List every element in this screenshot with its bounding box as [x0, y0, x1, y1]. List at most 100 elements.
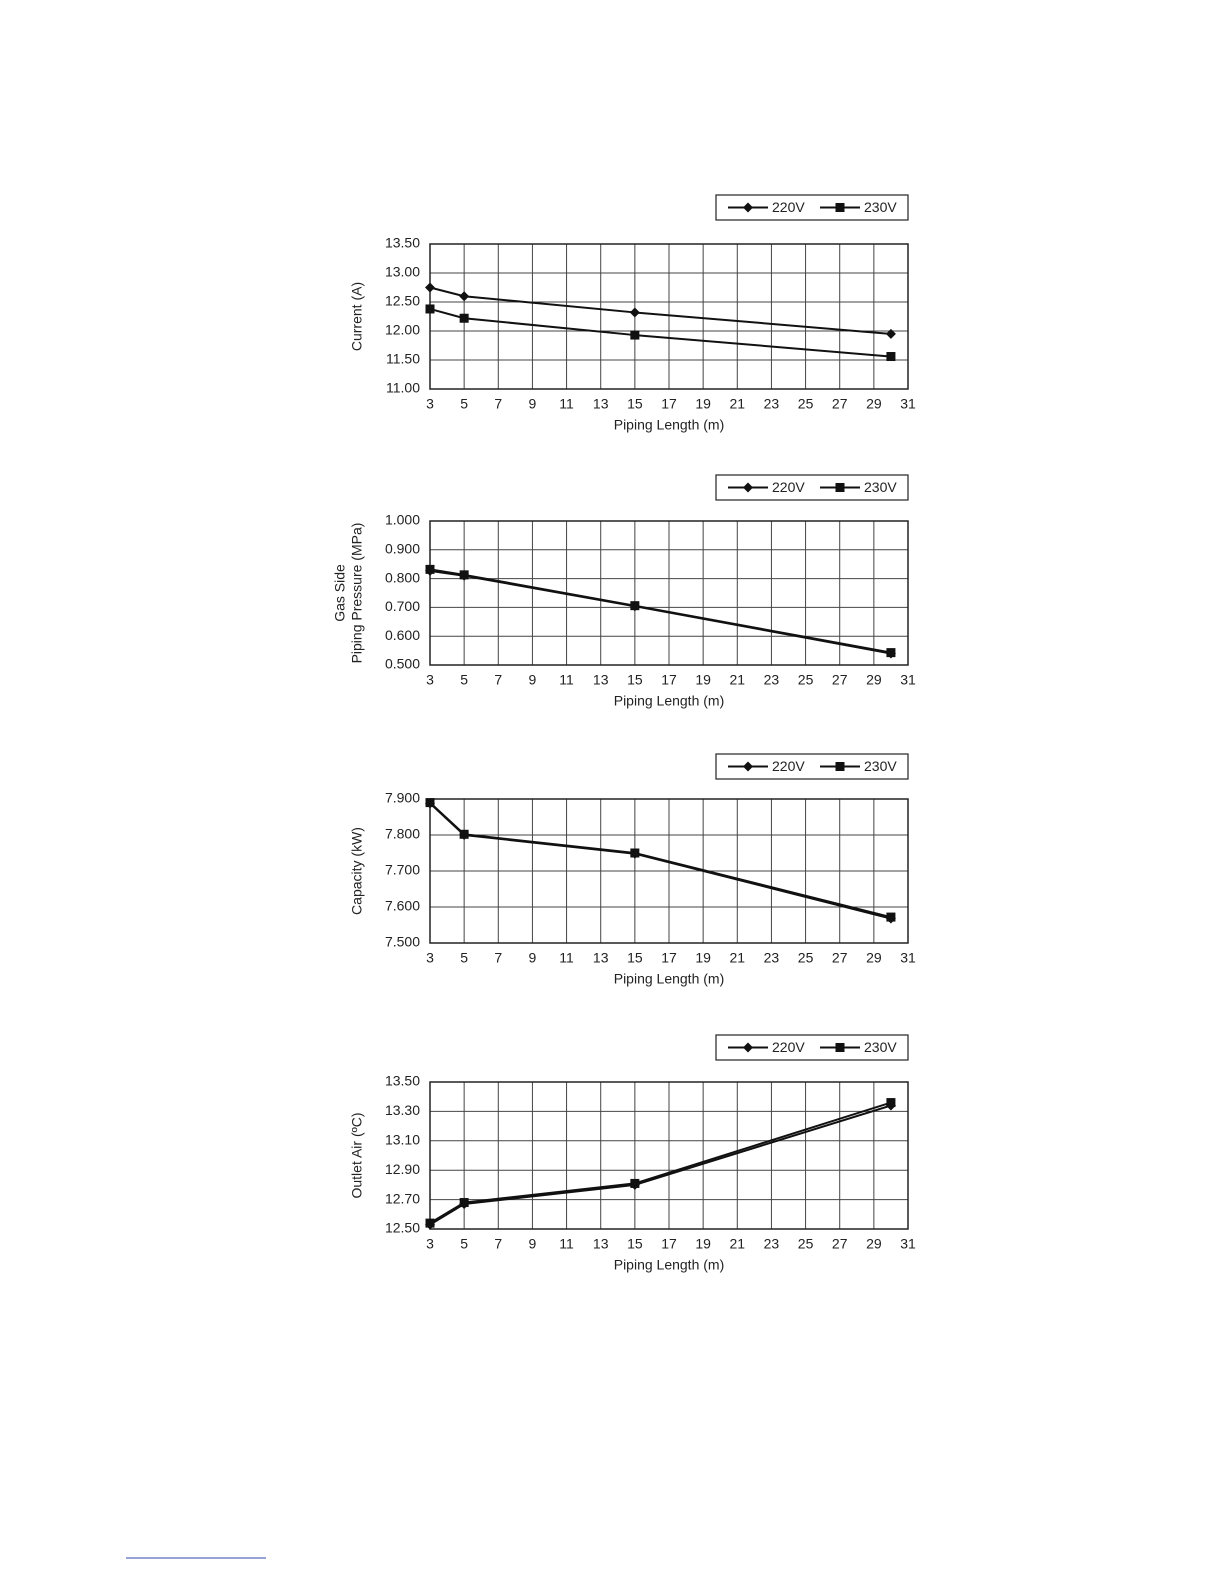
legend-label: 230V	[864, 1039, 897, 1055]
y-tick-label: 12.90	[385, 1161, 420, 1177]
y-tick-label: 0.500	[385, 656, 420, 672]
x-tick-label: 25	[798, 950, 814, 966]
x-tick-label: 9	[529, 1236, 537, 1252]
x-tick-label: 27	[832, 1236, 848, 1252]
y-axis-label: Current (A)	[349, 282, 365, 351]
y-axis-label: Capacity (kW)	[349, 827, 365, 915]
x-tick-label: 23	[764, 396, 780, 412]
plot-frame	[429, 520, 909, 666]
y-tick-label: 13.00	[385, 264, 420, 280]
legend-marker	[743, 761, 753, 772]
x-tick-label: 7	[494, 1236, 502, 1252]
series-line	[429, 1104, 892, 1226]
series-line	[429, 307, 892, 358]
x-tick-label: 13	[593, 672, 609, 688]
square-marker	[886, 352, 896, 362]
diamond-marker	[885, 328, 896, 339]
legend-label: 230V	[864, 758, 897, 774]
x-tick-label: 29	[866, 672, 882, 688]
series-line	[429, 569, 892, 655]
y-tick-label: 0.700	[385, 598, 420, 614]
square-marker	[425, 1218, 435, 1228]
x-tick-label: 3	[426, 672, 434, 688]
x-tick-label: 5	[460, 950, 468, 966]
legend-marker	[835, 762, 845, 771]
y-tick-label: 0.600	[385, 627, 420, 643]
y-tick-label: 7.500	[385, 934, 420, 950]
x-tick-label: 31	[900, 396, 916, 412]
legend-marker	[835, 203, 845, 212]
square-marker	[630, 330, 640, 340]
x-tick-label: 27	[832, 672, 848, 688]
y-tick-label: 7.900	[385, 790, 420, 806]
square-marker	[886, 912, 896, 922]
x-tick-label: 23	[764, 672, 780, 688]
x-tick-label: 23	[764, 1236, 780, 1252]
x-tick-label: 21	[729, 950, 745, 966]
x-tick-label: 9	[529, 950, 537, 966]
y-axis-label: Gas Side	[332, 564, 348, 622]
x-tick-label: 19	[695, 1236, 711, 1252]
x-tick-label: 7	[494, 950, 502, 966]
y-tick-label: 11.00	[386, 380, 420, 396]
y-tick-label: 12.00	[385, 322, 420, 338]
x-tick-label: 19	[695, 672, 711, 688]
x-tick-label: 11	[559, 672, 574, 688]
square-marker	[425, 564, 435, 574]
x-tick-label: 21	[729, 1236, 745, 1252]
x-tick-label: 21	[729, 672, 745, 688]
series-line	[429, 568, 892, 654]
x-tick-label: 21	[729, 396, 745, 412]
y-tick-label: 0.800	[385, 569, 420, 585]
x-tick-label: 5	[460, 672, 468, 688]
legend-marker	[835, 483, 845, 492]
square-marker	[630, 601, 640, 611]
legend-marker	[835, 1043, 845, 1052]
y-tick-label: 13.50	[385, 1073, 420, 1089]
legend-marker	[743, 1042, 753, 1053]
y-tick-label: 12.70	[385, 1190, 420, 1206]
legend-label: 230V	[864, 199, 897, 215]
series-line	[429, 801, 892, 919]
x-tick-label: 27	[832, 396, 848, 412]
series-line	[429, 1101, 892, 1224]
x-tick-label: 7	[494, 672, 502, 688]
x-tick-label: 15	[627, 950, 643, 966]
y-axis-label: Piping Pressure (MPa)	[349, 523, 365, 664]
square-marker	[459, 829, 469, 839]
x-tick-label: 31	[900, 1236, 916, 1252]
y-tick-label: 1.000	[385, 512, 420, 528]
series-line	[429, 802, 892, 920]
y-tick-label: 12.50	[385, 293, 420, 309]
legend-label: 220V	[772, 1039, 805, 1055]
x-tick-label: 17	[661, 672, 677, 688]
y-tick-label: 7.600	[385, 898, 420, 914]
legend-marker	[743, 482, 753, 493]
y-tick-label: 13.50	[385, 235, 420, 251]
series-line	[429, 286, 892, 335]
y-axis-label: Outlet Air (ºC)	[349, 1112, 365, 1198]
square-marker	[459, 1198, 469, 1208]
x-axis-label: Piping Length (m)	[614, 1257, 725, 1273]
y-tick-label: 7.800	[385, 826, 420, 842]
x-tick-label: 19	[695, 396, 711, 412]
x-tick-label: 19	[695, 950, 711, 966]
x-tick-label: 11	[559, 396, 574, 412]
x-tick-label: 23	[764, 950, 780, 966]
x-tick-label: 5	[460, 396, 468, 412]
x-tick-label: 13	[593, 950, 609, 966]
plot-frame	[429, 243, 909, 390]
square-marker	[630, 1178, 640, 1188]
plot-frame	[429, 1081, 909, 1230]
square-marker	[459, 313, 469, 323]
y-tick-label: 7.700	[385, 862, 420, 878]
legend-label: 220V	[772, 199, 805, 215]
x-tick-label: 3	[426, 396, 434, 412]
y-tick-label: 13.30	[385, 1102, 420, 1118]
x-tick-label: 27	[832, 950, 848, 966]
square-marker	[459, 570, 469, 580]
diamond-marker	[425, 282, 435, 293]
x-tick-label: 11	[559, 1236, 574, 1252]
